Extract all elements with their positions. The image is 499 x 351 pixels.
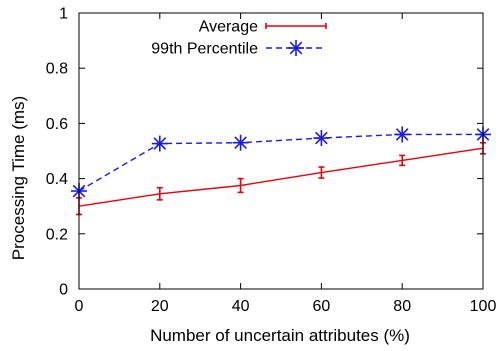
error-bar [237,177,244,194]
series-line-0 [78,147,484,207]
y-axis-label: Processing Time (ms) [9,96,28,260]
error-bar [318,166,325,179]
asterisk-marker [288,40,304,56]
x-axis-label: Number of uncertain attributes (%) [150,326,410,345]
x-tick-label: 60 [313,298,331,315]
chart-legend: Average 99th Percentile [151,19,327,58]
legend-label: Average [199,19,258,36]
chart-series [71,126,491,216]
y-tick-label: 0.6 [46,116,68,133]
y-tick-label: 0 [59,282,68,299]
asterisk-marker [394,126,411,143]
series-line-1 [78,133,483,192]
legend-label: 99th Percentile [151,41,258,58]
x-tick-label: 20 [151,298,169,315]
x-tick-label: 0 [75,298,84,315]
y-tick-label: 0.4 [46,171,68,188]
y-tick-label: 0.8 [46,61,68,78]
error-bar [156,186,163,201]
y-tick-label: 0.2 [46,226,68,243]
asterisk-marker [151,135,168,152]
error-bar [399,154,406,167]
x-tick-label: 100 [470,298,497,315]
x-tick-label: 80 [393,298,411,315]
axis-ticks: 0 20 40 60 80 100 0 0.2 0.4 0.6 0.8 1 [46,6,497,316]
x-tick-label: 40 [232,298,250,315]
plot-frame [78,12,484,290]
y-tick-label: 1 [59,6,68,23]
asterisk-marker [313,130,330,147]
asterisk-marker [232,134,249,151]
